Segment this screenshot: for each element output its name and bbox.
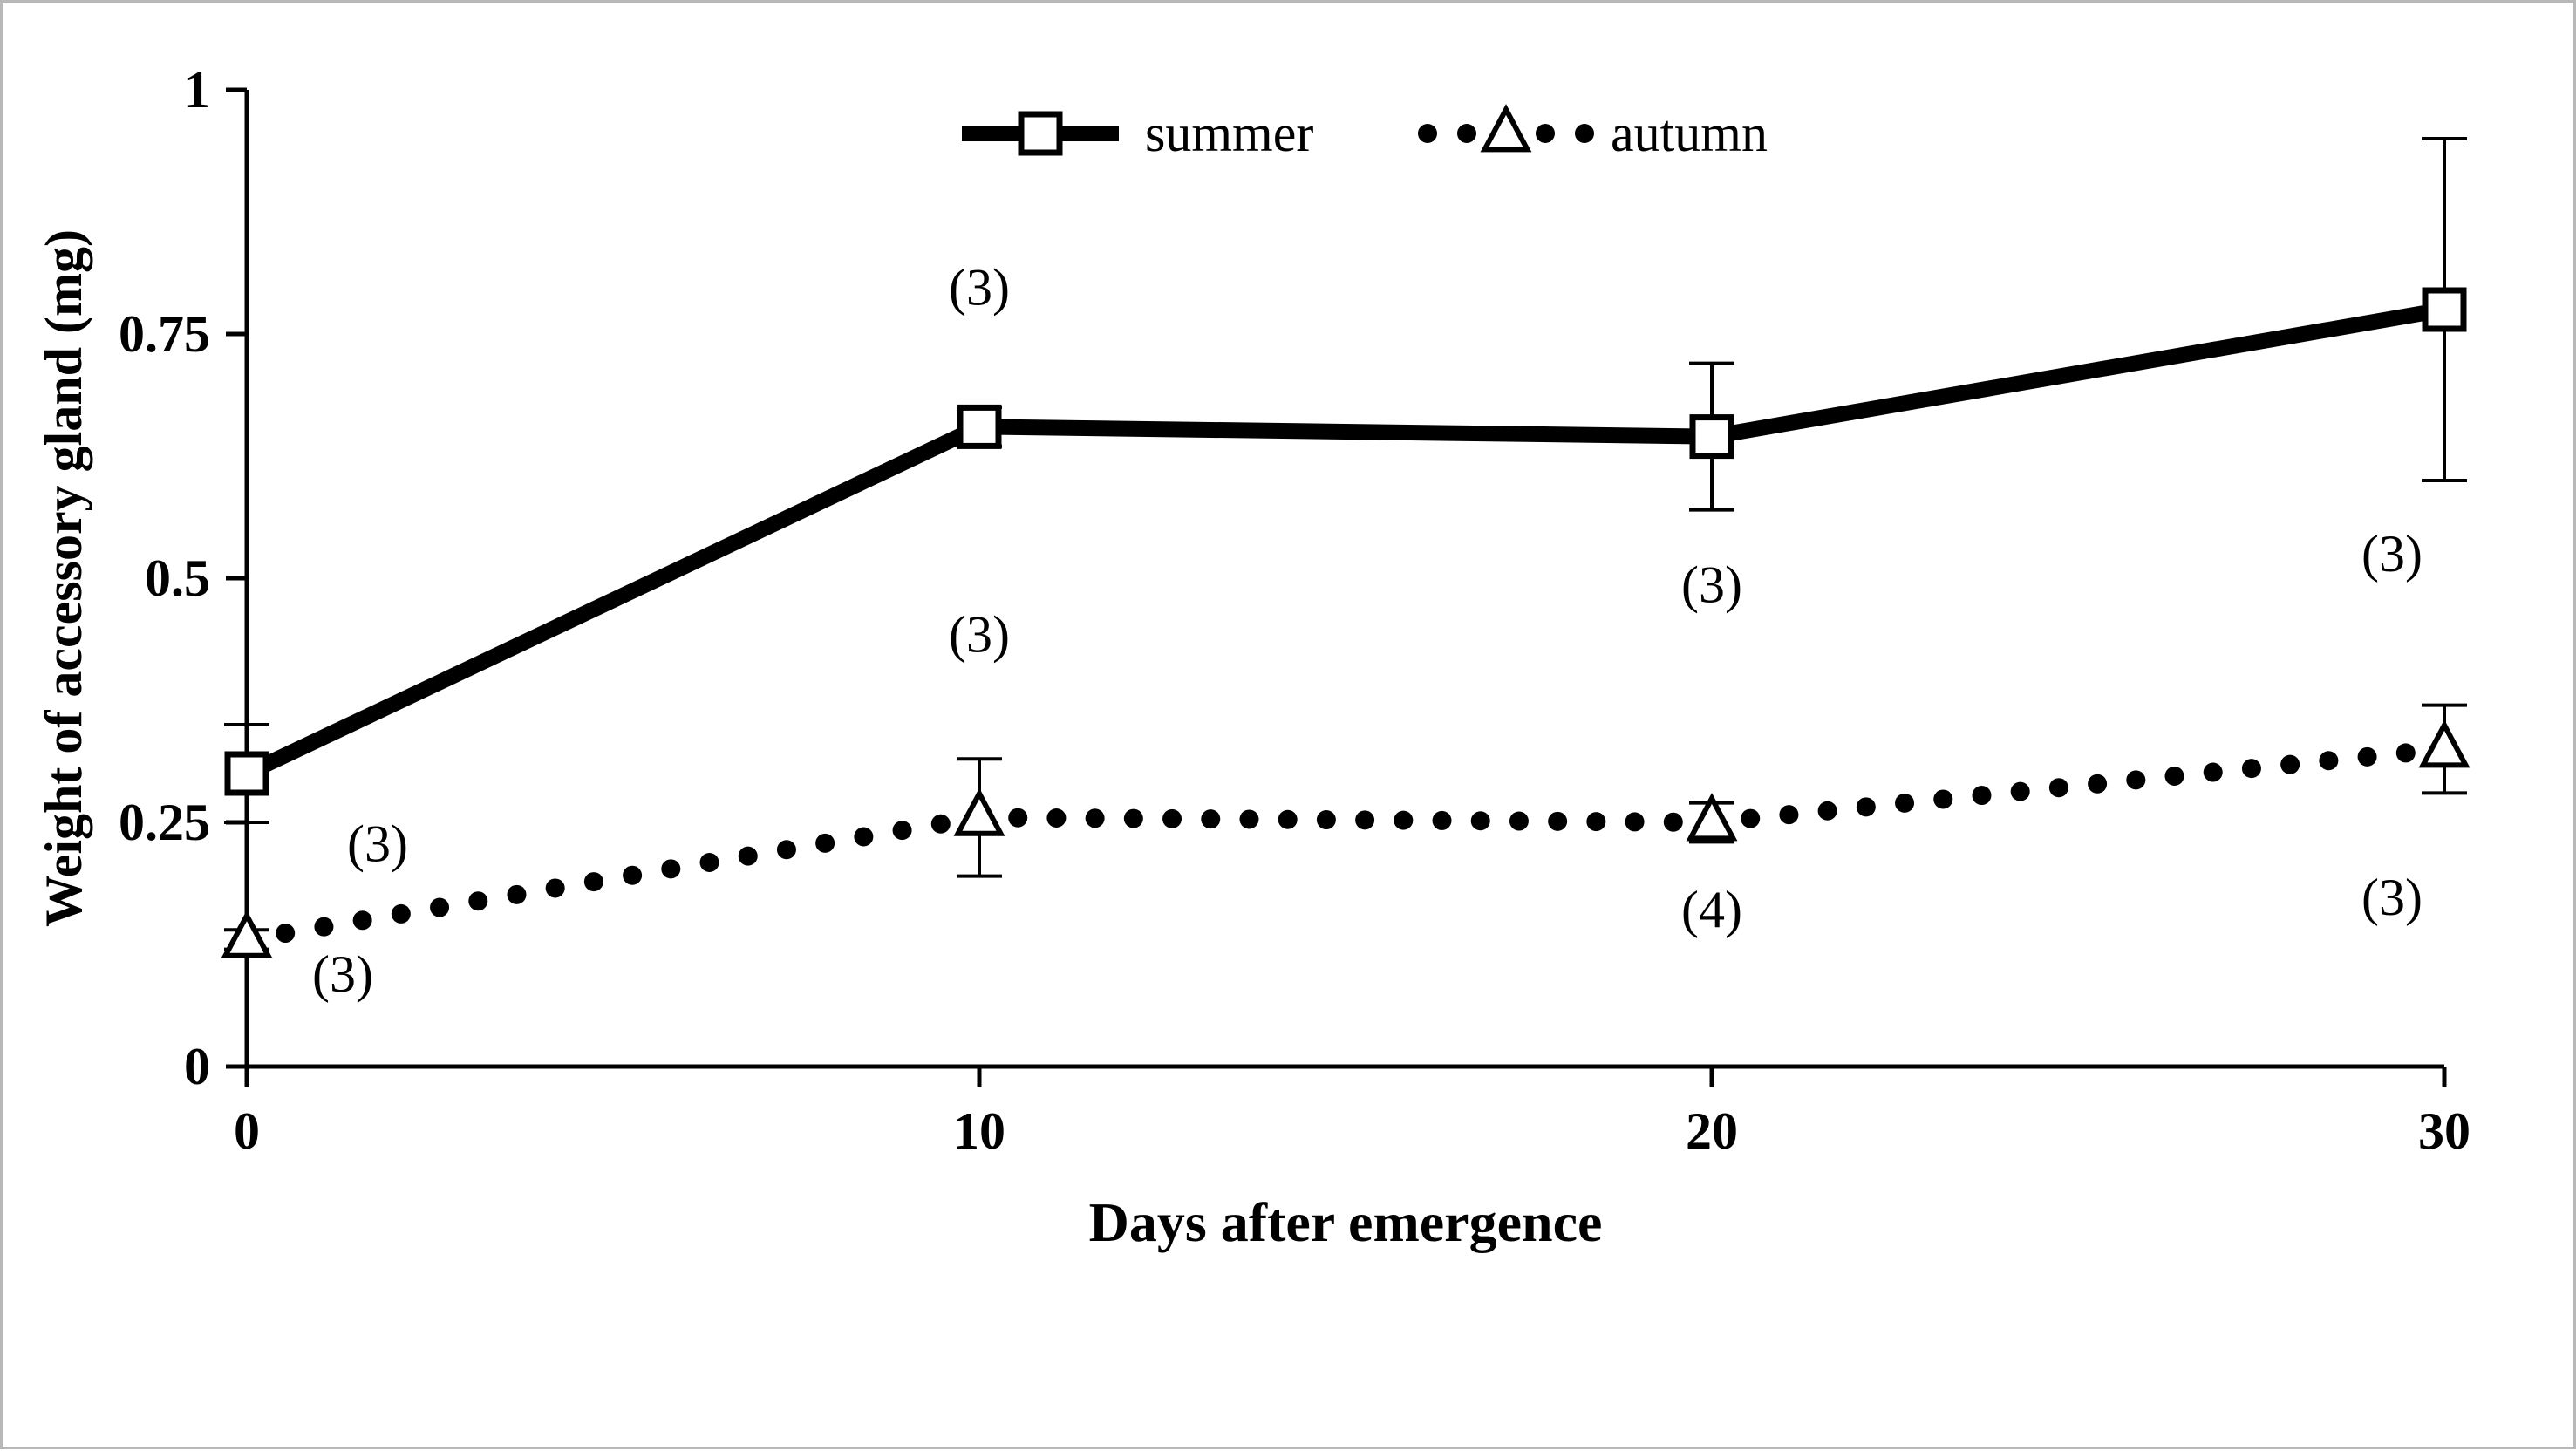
svg-text:autumn: autumn bbox=[1611, 105, 1768, 162]
svg-text:Weight of accessory gland (mg): Weight of accessory gland (mg) bbox=[35, 229, 92, 927]
svg-text:(4): (4) bbox=[1681, 881, 1742, 938]
svg-text:0.5: 0.5 bbox=[145, 549, 210, 607]
svg-text:30: 30 bbox=[2418, 1102, 2470, 1160]
svg-text:Days after emergence: Days after emergence bbox=[1089, 1191, 1603, 1253]
svg-text:0: 0 bbox=[184, 1038, 210, 1095]
svg-text:summer: summer bbox=[1145, 105, 1313, 162]
svg-text:(3): (3) bbox=[949, 258, 1010, 316]
svg-text:(3): (3) bbox=[312, 945, 373, 1003]
svg-text:1: 1 bbox=[184, 61, 210, 119]
svg-text:0.75: 0.75 bbox=[119, 305, 210, 363]
svg-text:0: 0 bbox=[234, 1102, 260, 1160]
svg-text:(3): (3) bbox=[949, 605, 1010, 663]
svg-text:0.25: 0.25 bbox=[119, 794, 210, 851]
svg-text:(3): (3) bbox=[2361, 525, 2423, 583]
svg-text:20: 20 bbox=[1686, 1102, 1738, 1160]
chart-svg: 0 10 20 30 0 0.25 0.5 0.75 1 Days after emergence… bbox=[3, 3, 2576, 1452]
svg-text:10: 10 bbox=[953, 1102, 1005, 1160]
svg-text:(3): (3) bbox=[347, 815, 408, 872]
svg-text:(3): (3) bbox=[1681, 556, 1742, 614]
svg-text:(3): (3) bbox=[2361, 869, 2423, 926]
chart-container: 0 10 20 30 0 0.25 0.5 0.75 1 Days after emergence… bbox=[0, 0, 2576, 1449]
